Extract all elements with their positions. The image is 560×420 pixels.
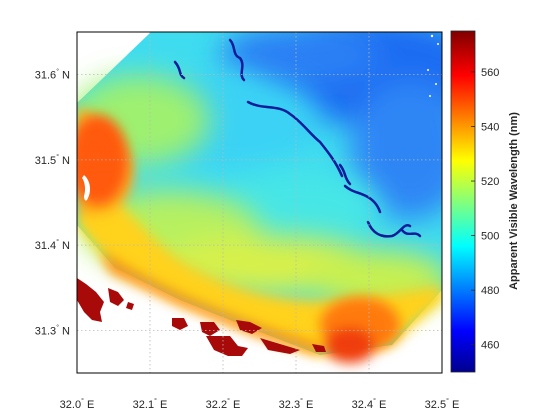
axis-frame: [76, 31, 443, 374]
colorbar-tick-label-3: 520: [481, 176, 499, 188]
colorbar-tick-label-0: 460: [481, 340, 499, 352]
coastal-gap: [82, 175, 91, 201]
colorbar-tick-label-1: 480: [481, 285, 499, 297]
x-tick-label-3: 32.3° E: [279, 397, 314, 411]
x-tick-label-1: 32.1° E: [133, 397, 168, 411]
x-tick-labels: 32.0° E 32.1° E 32.2° E 32.3° E 32.4° E 32.5°…: [60, 397, 460, 411]
y-tick-label-2: 31.5° N: [35, 153, 70, 167]
colorbar-ticks: 460 480 500 520 540 560: [471, 67, 499, 352]
x-tick-label-2: 32.2° E: [206, 397, 241, 411]
dark-channels: [173, 38, 422, 238]
grid-lines: [77, 32, 442, 373]
colorbar: [450, 30, 476, 373]
x-tick-label-0: 32.0° E: [60, 397, 95, 411]
colorbar-title: Apparent Visible Wavelength (nm): [508, 112, 520, 290]
heatmap-field: [77, 32, 442, 363]
y-tick-label-1: 31.4° N: [35, 238, 70, 252]
colorbar-tick-label-4: 540: [481, 121, 499, 133]
colorbar-tick-label-5: 560: [481, 67, 499, 79]
y-tick-label-0: 31.3° N: [35, 323, 70, 337]
y-tick-label-3: 31.6° N: [35, 68, 70, 82]
x-tick-label-5: 32.5° E: [425, 397, 460, 411]
colorbar-tick-label-2: 500: [481, 231, 499, 243]
y-tick-labels: 31.3° N 31.4° N 31.5° N 31.6° N: [35, 68, 70, 338]
x-tick-label-4: 32.4° E: [352, 397, 387, 411]
